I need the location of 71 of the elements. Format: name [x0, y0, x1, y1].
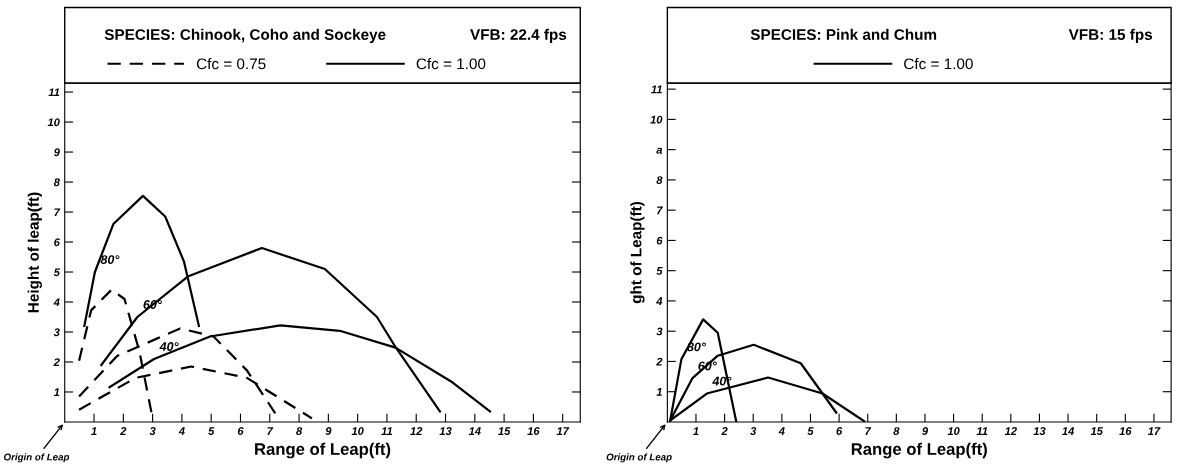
x-tick-label: 8 [893, 427, 900, 435]
x-tick-label: 1 [693, 427, 699, 435]
x-tick-label: 17 [1147, 427, 1161, 435]
x-tick-label: 4 [178, 427, 185, 435]
y-tick-label: a [656, 147, 663, 154]
x-tick-label: 12 [1004, 427, 1017, 435]
y-tick-label: 11 [48, 88, 60, 97]
x-tick-label: 7 [267, 427, 274, 435]
x-tick-label: 14 [1062, 427, 1075, 435]
y-tick-label: 10 [650, 115, 663, 124]
y-axis-title: Height of leap(ft) [27, 192, 42, 313]
y-axis-title: ght of Leap(ft) [630, 201, 645, 304]
x-tick-label: 3 [149, 427, 156, 435]
text: VFB: 22.4 fps [470, 28, 567, 43]
legend-label: Cfc = 0.75 [196, 58, 266, 70]
y-tick-label: 4 [53, 298, 60, 307]
y-tick-label: 6 [54, 238, 60, 247]
x-tick-label: 4 [778, 427, 785, 435]
legend-label: Cfc = 1.00 [904, 58, 973, 70]
x-tick-label: 7 [865, 427, 872, 435]
x-tick-label: 17 [556, 427, 570, 435]
x-tick-label: 10 [351, 427, 364, 435]
y-tick-label: 11 [651, 85, 662, 94]
x-tick-label: 8 [296, 427, 303, 435]
y-tick-label: 8 [53, 178, 60, 187]
y-tick-label: 8 [656, 176, 663, 185]
x-tick-label: 13 [1033, 427, 1046, 435]
x-tick-label: 14 [468, 427, 481, 435]
x-tick-label: 16 [1119, 427, 1132, 435]
y-tick-label: 2 [656, 357, 663, 366]
y-tick-label: 1 [656, 388, 662, 396]
x-tick-label: 6 [836, 427, 843, 435]
x-tick-label: 13 [439, 427, 452, 435]
x-axis-title: Range of Leap(ft) [851, 442, 987, 459]
y-tick-label: 5 [656, 267, 663, 275]
y-tick-label: 3 [53, 328, 60, 337]
y-tick-label: 1 [53, 388, 60, 396]
chart-title: SPECIES: Pink and Chum [750, 28, 937, 40]
x-axis-title: Range of Leap(ft) [255, 442, 391, 459]
x-tick-label: 2 [721, 427, 728, 435]
x-tick-label: 15 [498, 427, 511, 435]
x-tick-label: 9 [325, 427, 332, 435]
x-tick-label: 6 [237, 427, 244, 435]
x-tick-label: 11 [381, 427, 393, 435]
y-tick-label: 7 [657, 206, 663, 215]
x-tick-label: 1 [91, 427, 97, 435]
x-tick-label: 2 [120, 427, 127, 435]
annotation: 80° [100, 255, 120, 264]
text: VFB: 15 fps [1068, 28, 1153, 43]
chart-title: SPECIES: Chinook, Coho and Sockeye [104, 28, 386, 43]
x-tick-label: 15 [1090, 427, 1104, 435]
y-tick-label: 10 [47, 118, 60, 127]
y-tick-label: 9 [53, 148, 60, 157]
x-tick-label: 3 [750, 427, 757, 435]
x-tick-label: 9 [922, 427, 928, 435]
y-tick-label: 3 [656, 327, 663, 336]
x-tick-label: 5 [208, 427, 215, 435]
x-tick-label: 11 [976, 427, 988, 435]
text: Origin of Leap [606, 453, 672, 463]
x-tick-label: 10 [947, 427, 960, 435]
text: Origin of Leap [4, 453, 70, 463]
legend-label: Cfc = 1.00 [416, 58, 486, 70]
x-tick-label: 12 [410, 427, 423, 435]
y-tick-label: 7 [54, 208, 61, 217]
y-tick-label: 5 [53, 268, 60, 277]
y-tick-label: 6 [656, 236, 663, 245]
x-tick-label: 5 [807, 427, 814, 435]
annotation: 40° [159, 342, 179, 351]
y-tick-label: 2 [53, 358, 60, 367]
y-tick-label: 4 [656, 297, 663, 305]
x-tick-label: 16 [527, 427, 540, 435]
